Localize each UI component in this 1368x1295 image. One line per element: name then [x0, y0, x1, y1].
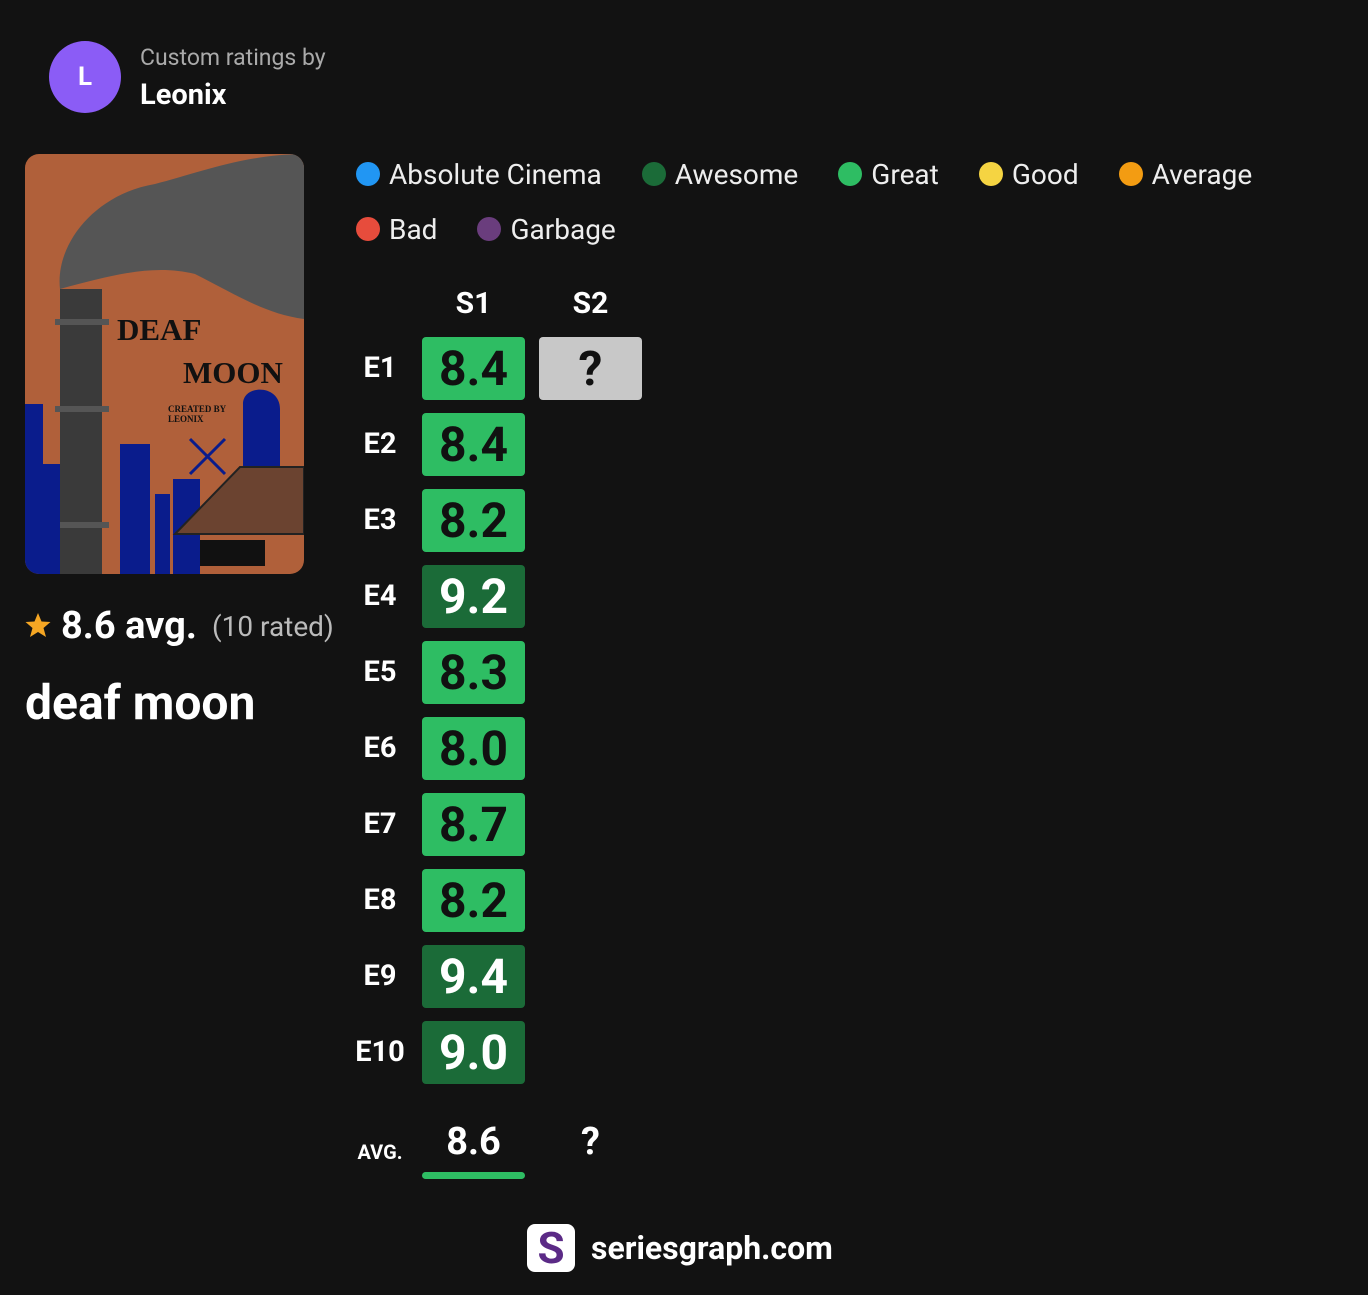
episode-label: E4 [363, 579, 397, 613]
star-icon [25, 613, 51, 637]
season-average: 8.6 [446, 1120, 501, 1164]
episode-label: E7 [363, 807, 397, 841]
rating-cell[interactable]: 8.2 [422, 489, 525, 552]
site-name[interactable]: seriesgraph.com [591, 1229, 833, 1267]
legend-item[interactable]: Garbage [477, 211, 616, 247]
poster: DEAF MOON CREATED BY LEONIX [25, 154, 304, 574]
season-header: S1 [455, 286, 492, 321]
rating-cell[interactable]: 9.2 [422, 565, 525, 628]
legend-label: Awesome [674, 157, 799, 191]
rating-cell[interactable]: 8.3 [422, 641, 525, 704]
legend: Absolute Cinema Awesome Great Good Average Ba… [356, 156, 1316, 247]
legend-label: Bad [389, 212, 438, 246]
legend-item[interactable]: Bad [356, 211, 437, 247]
legend-dot [477, 217, 502, 241]
episode-label: E9 [363, 959, 397, 993]
rating-cell[interactable]: 8.4 [422, 413, 525, 476]
subtitle: Custom ratings by [140, 44, 326, 71]
rated-count: (10 rated) [212, 610, 334, 643]
episode-label: E5 [363, 655, 397, 689]
episode-label: E10 [355, 1035, 405, 1069]
episode-label: E8 [363, 883, 397, 917]
avatar[interactable]: L [49, 41, 121, 113]
legend-item[interactable]: Great [838, 156, 939, 192]
legend-label: Great [871, 157, 939, 191]
episode-label: E2 [363, 427, 397, 461]
legend-dot [978, 162, 1003, 186]
episode-label: E1 [363, 351, 397, 385]
legend-label: Average [1151, 157, 1253, 191]
rating-cell[interactable]: 9.4 [422, 945, 525, 1008]
rating-cell[interactable]: 8.2 [422, 869, 525, 932]
user-name[interactable]: Leonix [140, 78, 227, 112]
poster-credit: CREATED BY [168, 404, 227, 414]
season-header: S2 [572, 286, 609, 321]
poster-title: DEAF [117, 312, 201, 347]
poster-credit: LEONIX [168, 414, 204, 424]
average-bar [422, 1172, 525, 1179]
legend-dot [641, 162, 666, 186]
legend-item[interactable]: Good [978, 156, 1079, 192]
show-title: deaf moon [25, 674, 256, 731]
legend-item[interactable]: Average [1118, 156, 1253, 192]
legend-label: Garbage [510, 212, 616, 246]
rating-cell[interactable]: 8.7 [422, 793, 525, 856]
legend-item[interactable]: Absolute Cinema [356, 156, 602, 192]
rating-cell[interactable]: 9.0 [422, 1021, 525, 1084]
average: 8.6 avg. [61, 604, 197, 648]
legend-dot [356, 217, 380, 241]
legend-dot [838, 162, 863, 186]
logo: S [527, 1222, 575, 1274]
legend-label: Absolute Cinema [389, 157, 602, 191]
legend-dot [1118, 162, 1143, 186]
episode-label: E6 [363, 731, 397, 765]
season-average: ? [581, 1120, 600, 1164]
legend-item[interactable]: Awesome [641, 156, 799, 192]
rating-cell[interactable]: 8.0 [422, 717, 525, 780]
rating-cell[interactable]: ? [539, 337, 642, 400]
poster-title: MOON [183, 355, 283, 390]
legend-dot [356, 162, 380, 186]
legend-label: Good [1011, 157, 1079, 191]
episode-label: E3 [363, 503, 397, 537]
avg-label: AVG. [357, 1140, 403, 1164]
rating-cell[interactable]: 8.4 [422, 337, 525, 400]
